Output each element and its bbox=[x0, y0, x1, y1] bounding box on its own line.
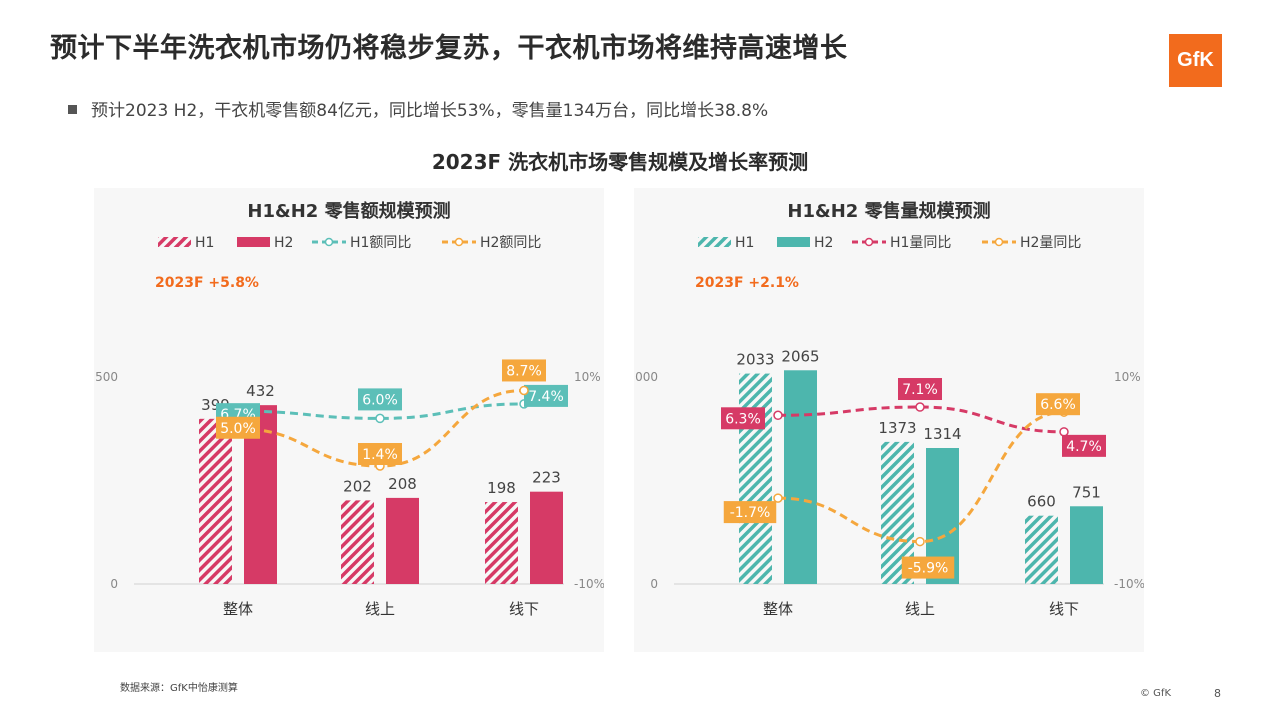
growth-label: 7.4% bbox=[528, 389, 564, 405]
y2-tick-label: 10% bbox=[1114, 370, 1141, 384]
bar-value-label: 432 bbox=[246, 382, 275, 400]
growth-label-box bbox=[1062, 434, 1106, 457]
y2-tick-label: 10% bbox=[574, 370, 601, 384]
bar-value-label: 751 bbox=[1072, 483, 1101, 501]
bar-value-label: 223 bbox=[532, 469, 561, 487]
legend-label-h2-rate: H2量同比 bbox=[1020, 235, 1081, 251]
growth-line-h2 bbox=[777, 410, 1065, 544]
growth-label-box bbox=[721, 407, 765, 430]
bar-h1 bbox=[341, 500, 374, 584]
page-number: 8 bbox=[1214, 687, 1221, 700]
growth-annotation: 2023F +2.1% bbox=[695, 275, 799, 291]
bar-h2 bbox=[1070, 506, 1103, 584]
growth-line-h1 bbox=[777, 405, 1065, 434]
growth-label: 8.7% bbox=[506, 363, 542, 379]
legend-label-h2-rate: H2额同比 bbox=[480, 235, 541, 251]
growth-label: 5.0% bbox=[220, 421, 256, 437]
bullet-square-icon bbox=[68, 104, 77, 114]
bar-h1 bbox=[485, 502, 518, 584]
growth-label-box bbox=[901, 556, 955, 579]
growth-label-box bbox=[524, 384, 568, 407]
legend-label-h1: H1 bbox=[195, 235, 214, 251]
growth-label: 7.1% bbox=[902, 382, 938, 398]
y-tick-label: 0 bbox=[650, 577, 658, 591]
legend-label-h2: H2 bbox=[274, 235, 293, 251]
chart-title: H1&H2 零售量规模预测 bbox=[787, 200, 990, 222]
growth-label-box bbox=[898, 378, 942, 401]
value-chart: H1&H2 零售额规模预测 H1 H2 H1额同比 H2额同比 2023F +5.8% 0 5… bbox=[95, 200, 605, 618]
category-label: 线上 bbox=[905, 600, 935, 618]
chart-title: H1&H2 零售额规模预测 bbox=[247, 200, 450, 222]
legend-label-h1: H1 bbox=[735, 235, 754, 251]
y2-tick-label: -10% bbox=[574, 577, 604, 591]
bar-value-label: 202 bbox=[343, 477, 372, 495]
legend-marker-h1-rate bbox=[324, 237, 334, 247]
growth-label: 1.4% bbox=[362, 447, 398, 463]
volume-chart-panel: H1&H2 零售量规模预测 H1 H2 H1量同比 H2量同比 2023F +2.1% 0 2… bbox=[627, 188, 1145, 652]
copyright: © GfK bbox=[1140, 688, 1172, 699]
bar-h2 bbox=[784, 370, 817, 584]
legend-label-h1-rate: H1额同比 bbox=[350, 235, 411, 251]
section-subtitle: 2023F 洗衣机市场零售规模及增长率预测 bbox=[431, 150, 809, 174]
growth-label: 6.0% bbox=[362, 392, 398, 408]
growth-label: 4.7% bbox=[1066, 439, 1102, 455]
bar-value-label: 1314 bbox=[923, 425, 961, 443]
bar-value-label: 2065 bbox=[781, 347, 819, 365]
bar-h1 bbox=[739, 373, 772, 584]
growth-point bbox=[375, 413, 385, 424]
growth-point bbox=[773, 410, 783, 421]
bar-value-label: 1373 bbox=[878, 419, 916, 437]
growth-point bbox=[519, 385, 529, 396]
legend-label-h2: H2 bbox=[814, 235, 833, 251]
category-label: 整体 bbox=[223, 600, 253, 618]
legend-swatch-h1 bbox=[158, 237, 191, 247]
bar-value-label: 660 bbox=[1027, 493, 1056, 511]
bar-value-label: 2033 bbox=[736, 351, 774, 369]
growth-label-box bbox=[502, 359, 546, 382]
legend-marker-h2-rate bbox=[994, 237, 1004, 247]
value-chart-panel: H1&H2 零售额规模预测 H1 H2 H1额同比 H2额同比 2023F +5.8% 0 5… bbox=[94, 188, 605, 652]
growth-label: -1.7% bbox=[730, 505, 771, 521]
growth-point bbox=[1059, 427, 1069, 437]
growth-label-box bbox=[216, 416, 260, 439]
y-tick-label: 0 bbox=[110, 577, 118, 591]
legend-swatch-h1 bbox=[698, 237, 731, 247]
growth-point bbox=[915, 402, 925, 412]
growth-point bbox=[773, 493, 783, 503]
growth-label-box bbox=[358, 388, 402, 411]
gfk-logo: GfK bbox=[1169, 34, 1222, 87]
growth-annotation: 2023F +5.8% bbox=[155, 275, 259, 291]
legend-swatch-h2 bbox=[777, 237, 810, 247]
growth-point bbox=[915, 536, 925, 547]
growth-label-box bbox=[1036, 393, 1080, 416]
growth-label: 6.6% bbox=[1040, 397, 1076, 413]
category-label: 线下 bbox=[509, 600, 539, 618]
y-tick-label: 500 bbox=[95, 370, 118, 384]
volume-chart: H1&H2 零售量规模预测 H1 H2 H1量同比 H2量同比 2023F +2.1% 0 2… bbox=[627, 200, 1145, 618]
legend-swatch-h2 bbox=[237, 237, 270, 247]
bar-h1 bbox=[1025, 515, 1058, 584]
growth-label-box bbox=[723, 501, 777, 524]
legend-marker-h2-rate bbox=[454, 237, 464, 247]
bar-h2 bbox=[386, 497, 419, 584]
bar-value-label: 198 bbox=[487, 479, 516, 497]
legend-marker-h1-rate bbox=[864, 237, 874, 247]
category-label: 整体 bbox=[763, 600, 793, 618]
bar-h1 bbox=[199, 418, 232, 584]
category-label: 线上 bbox=[365, 600, 395, 618]
y2-tick-label: -10% bbox=[1114, 577, 1144, 591]
growth-label: 6.3% bbox=[725, 411, 761, 427]
category-label: 线下 bbox=[1049, 600, 1079, 618]
page-title: 预计下半年洗衣机市场仍将稳步复苏，干衣机市场将维持高速增长 bbox=[50, 33, 848, 64]
bar-value-label: 208 bbox=[388, 475, 417, 493]
y-tick-label: 2000 bbox=[634, 370, 658, 384]
growth-label-box bbox=[358, 443, 402, 466]
summary-bullet: 预计2023 H2，干衣机零售额84亿元，同比增长53%，零售量134万台，同比… bbox=[68, 96, 768, 121]
bar-h2 bbox=[530, 491, 563, 584]
summary-text: 预计2023 H2，干衣机零售额84亿元，同比增长53%，零售量134万台，同比… bbox=[91, 101, 769, 121]
data-source: 数据来源：GfK中怡康测算 bbox=[120, 683, 238, 694]
growth-label: -5.9% bbox=[908, 561, 949, 577]
legend-label-h1-rate: H1量同比 bbox=[890, 235, 951, 251]
